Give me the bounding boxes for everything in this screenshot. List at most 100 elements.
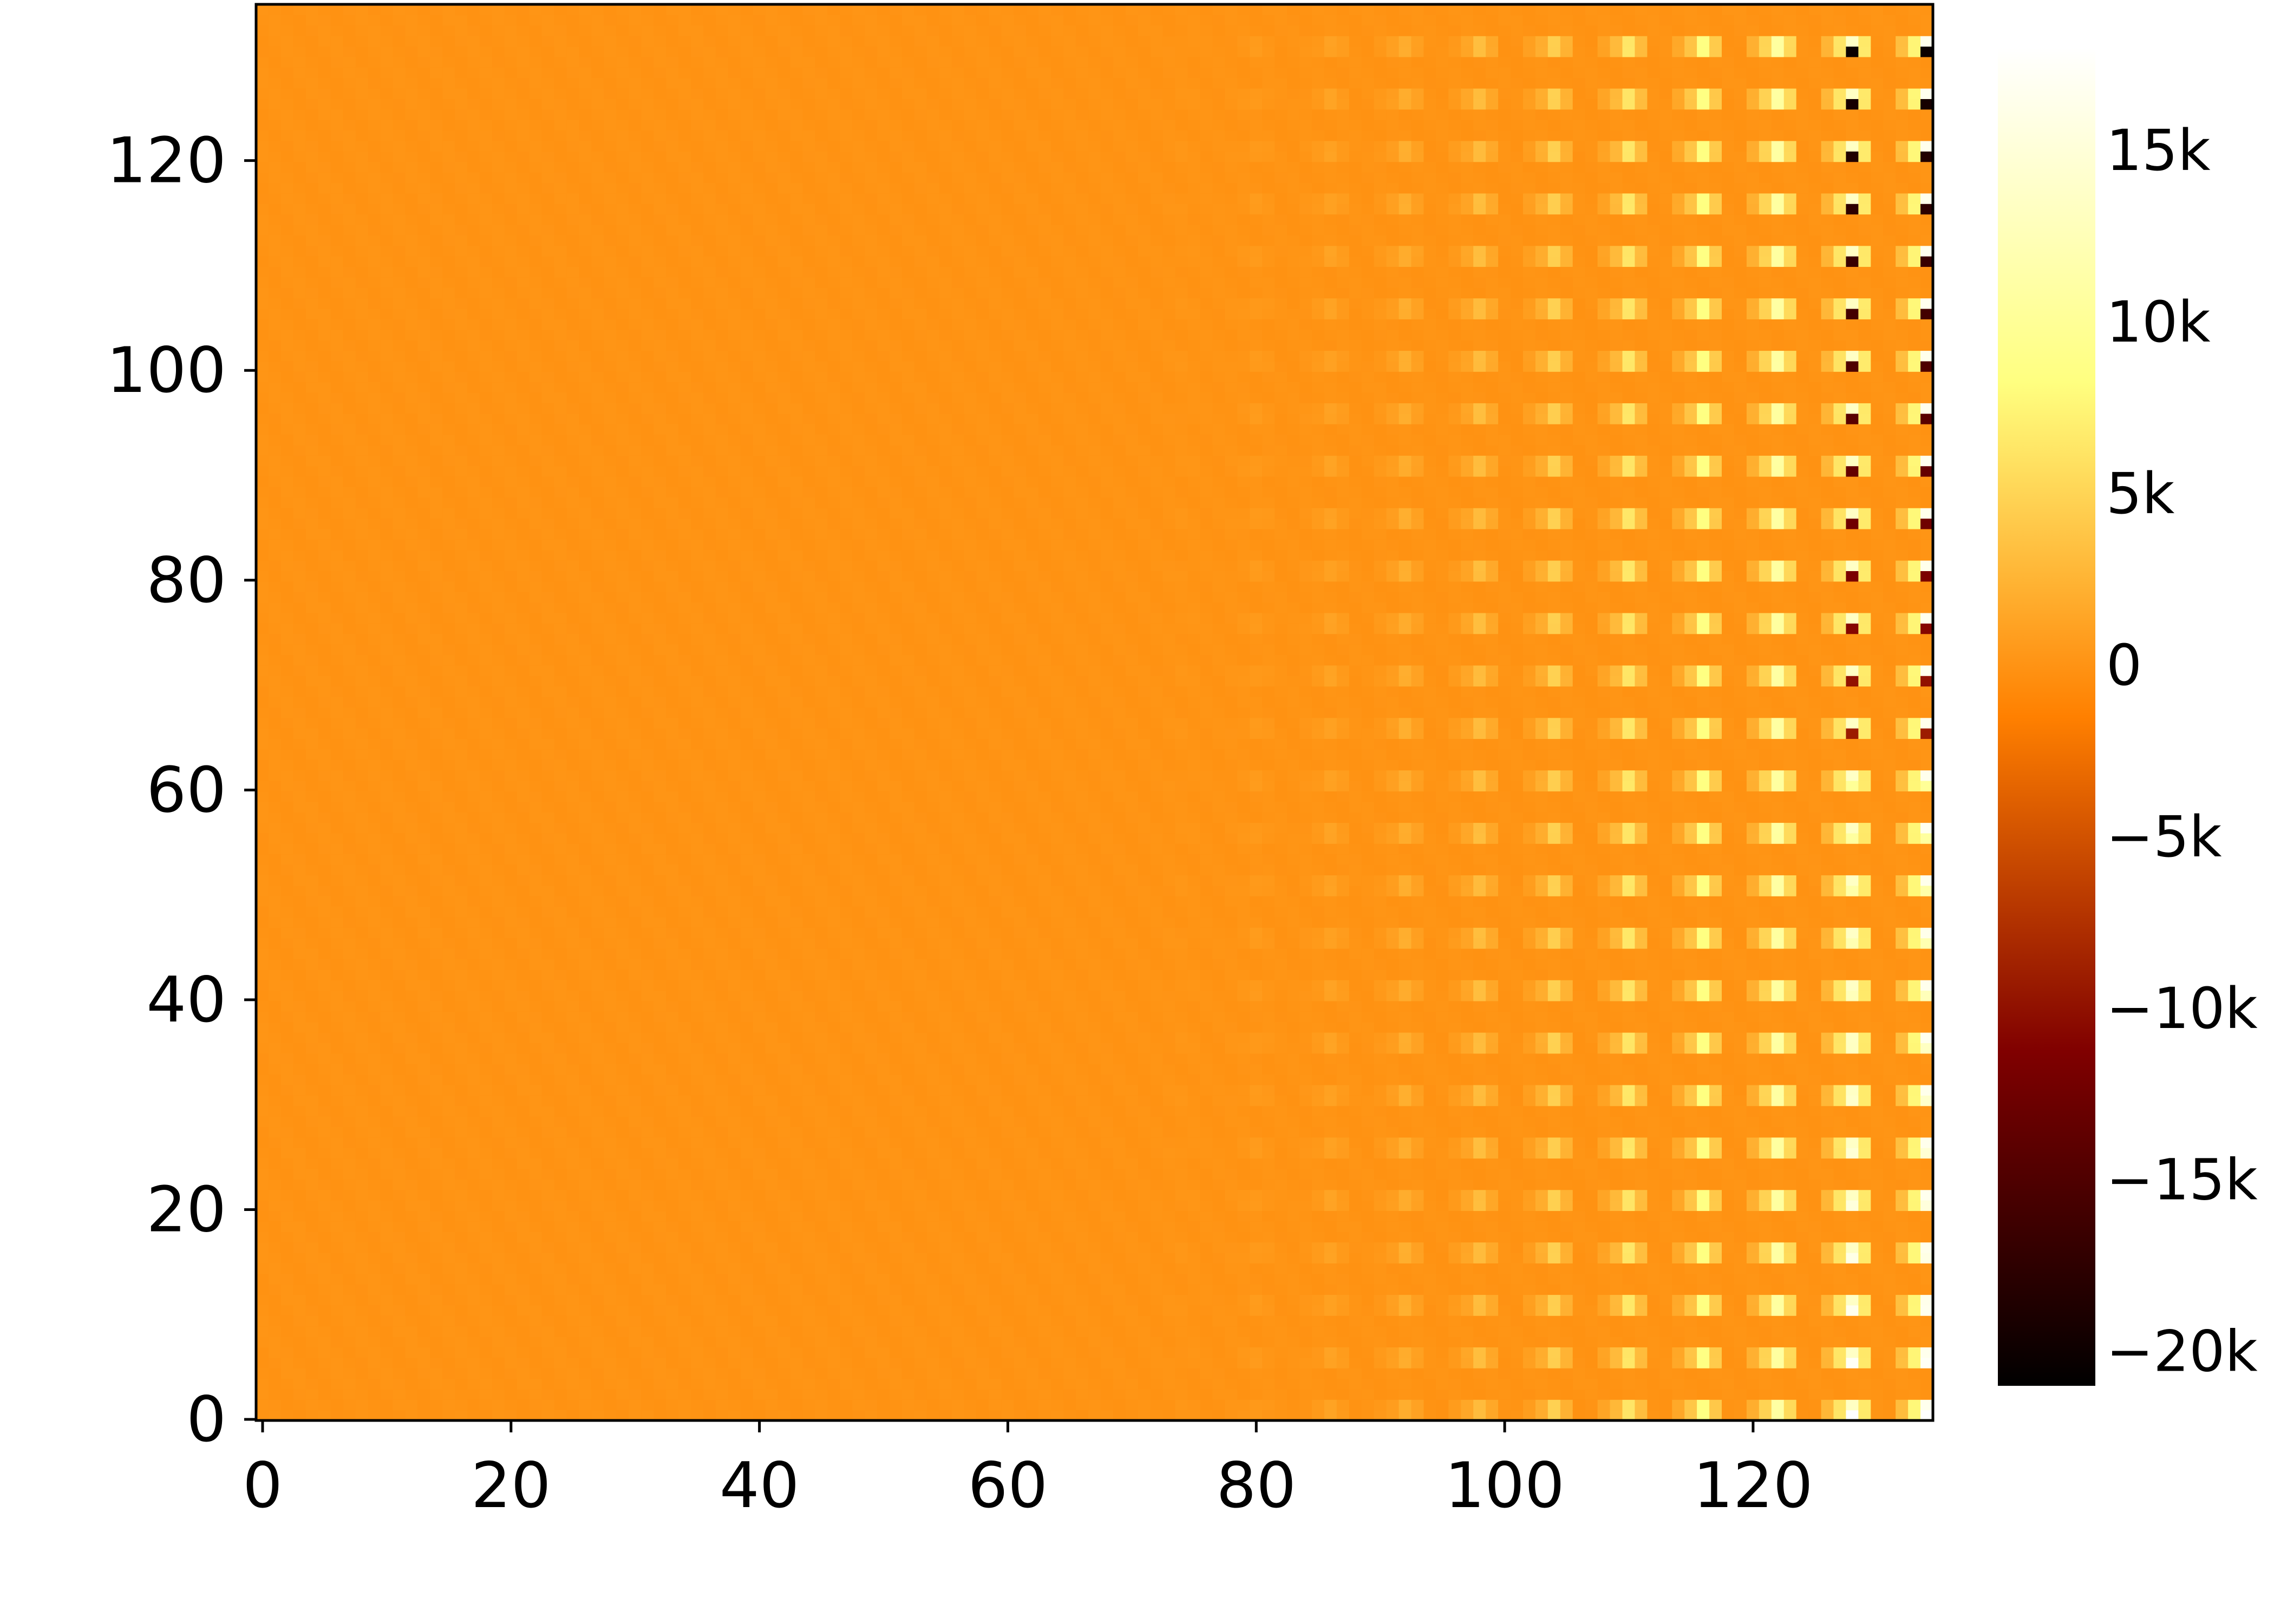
heatmap-cell — [368, 161, 381, 173]
heatmap-cell — [467, 256, 480, 267]
heatmap-cell — [305, 959, 319, 970]
heatmap-cell — [442, 644, 455, 656]
heatmap-cell — [504, 1116, 518, 1128]
heatmap-cell — [293, 455, 306, 467]
heatmap-cell — [541, 623, 555, 634]
heatmap-cell — [293, 1252, 306, 1263]
heatmap-cell — [641, 780, 654, 791]
heatmap-cell — [280, 424, 294, 435]
heatmap-cell — [256, 990, 269, 1001]
heatmap-cell — [368, 948, 381, 959]
heatmap-cell — [554, 759, 567, 771]
heatmap-cell — [654, 759, 666, 771]
heatmap-cell — [293, 1305, 306, 1316]
heatmap-cell — [529, 487, 543, 498]
heatmap-cell — [430, 287, 443, 299]
heatmap-cell — [479, 1294, 493, 1306]
heatmap-cell — [318, 56, 331, 68]
heatmap-cell — [654, 350, 666, 362]
heatmap-cell — [330, 990, 344, 1001]
heatmap-cell — [629, 1084, 642, 1096]
heatmap-cell — [591, 25, 604, 36]
heatmap-cell — [393, 1000, 406, 1012]
heatmap-cell — [641, 633, 654, 645]
heatmap-cell — [517, 245, 530, 257]
heatmap-cell — [641, 1011, 654, 1023]
heatmap-cell — [604, 770, 617, 781]
heatmap-cell — [579, 1399, 592, 1411]
heatmap-cell — [566, 948, 580, 959]
heatmap-cell — [566, 633, 580, 645]
heatmap-cell — [554, 350, 567, 362]
heatmap-cell — [330, 581, 344, 592]
heatmap-cell — [591, 109, 604, 120]
heatmap-cell — [579, 340, 592, 351]
heatmap-cell — [690, 277, 704, 288]
heatmap-cell — [604, 497, 617, 508]
heatmap-cell — [268, 120, 282, 131]
heatmap-cell — [703, 88, 716, 99]
heatmap-cell — [256, 1200, 269, 1212]
heatmap-cell — [280, 518, 294, 529]
heatmap-cell — [566, 1284, 580, 1295]
heatmap-cell — [455, 980, 468, 991]
heatmap-cell — [305, 749, 319, 760]
heatmap-cell — [455, 581, 468, 592]
heatmap-cell — [280, 1221, 294, 1232]
heatmap-cell — [492, 654, 505, 666]
heatmap-cell — [405, 1200, 418, 1212]
heatmap-cell — [591, 1305, 604, 1316]
heatmap-cell — [417, 444, 430, 456]
heatmap-cell — [405, 843, 418, 855]
heatmap-cell — [604, 204, 617, 215]
heatmap-cell — [541, 906, 555, 918]
heatmap-cell — [355, 1315, 369, 1327]
heatmap-cell — [654, 214, 666, 225]
heatmap-cell — [616, 382, 629, 393]
heatmap-cell — [455, 1179, 468, 1190]
heatmap-cell — [455, 193, 468, 204]
heatmap-cell — [579, 1210, 592, 1222]
heatmap-cell — [430, 1389, 443, 1400]
heatmap-cell — [393, 413, 406, 424]
heatmap-cell — [492, 990, 505, 1001]
heatmap-cell — [380, 875, 393, 886]
heatmap-cell — [517, 1326, 530, 1337]
heatmap-cell — [442, 822, 455, 834]
heatmap-cell — [318, 654, 331, 666]
heatmap-cell — [479, 717, 493, 729]
heatmap-cell — [517, 1168, 530, 1180]
heatmap-cell — [504, 854, 518, 865]
heatmap-cell — [703, 938, 716, 949]
heatmap-cell — [541, 46, 555, 57]
heatmap-cell — [293, 1221, 306, 1232]
heatmap-cell — [591, 1043, 604, 1054]
heatmap-cell — [318, 1347, 331, 1358]
heatmap-cell — [604, 1095, 617, 1106]
heatmap-cell — [554, 266, 567, 278]
heatmap-cell — [405, 518, 418, 529]
heatmap-cell — [479, 528, 493, 540]
heatmap-cell — [517, 476, 530, 487]
heatmap-cell — [678, 1263, 691, 1274]
heatmap-cell — [579, 319, 592, 330]
heatmap-cell — [280, 843, 294, 855]
heatmap-cell — [479, 676, 493, 687]
heatmap-cell — [268, 99, 282, 110]
heatmap-cell — [703, 308, 716, 319]
heatmap-cell — [616, 476, 629, 487]
heatmap-cell — [678, 1210, 691, 1222]
heatmap-cell — [517, 875, 530, 886]
heatmap-cell — [504, 707, 518, 718]
heatmap-cell — [492, 518, 505, 529]
heatmap-cell — [343, 350, 356, 362]
heatmap-cell — [368, 717, 381, 729]
heatmap-cell — [355, 770, 369, 781]
heatmap-cell — [293, 1336, 306, 1347]
heatmap-cell — [591, 476, 604, 487]
heatmap-cell — [529, 1168, 543, 1180]
heatmap-cell — [641, 592, 654, 603]
heatmap-cell — [368, 896, 381, 907]
heatmap-cell — [678, 161, 691, 173]
heatmap-cell — [280, 151, 294, 162]
